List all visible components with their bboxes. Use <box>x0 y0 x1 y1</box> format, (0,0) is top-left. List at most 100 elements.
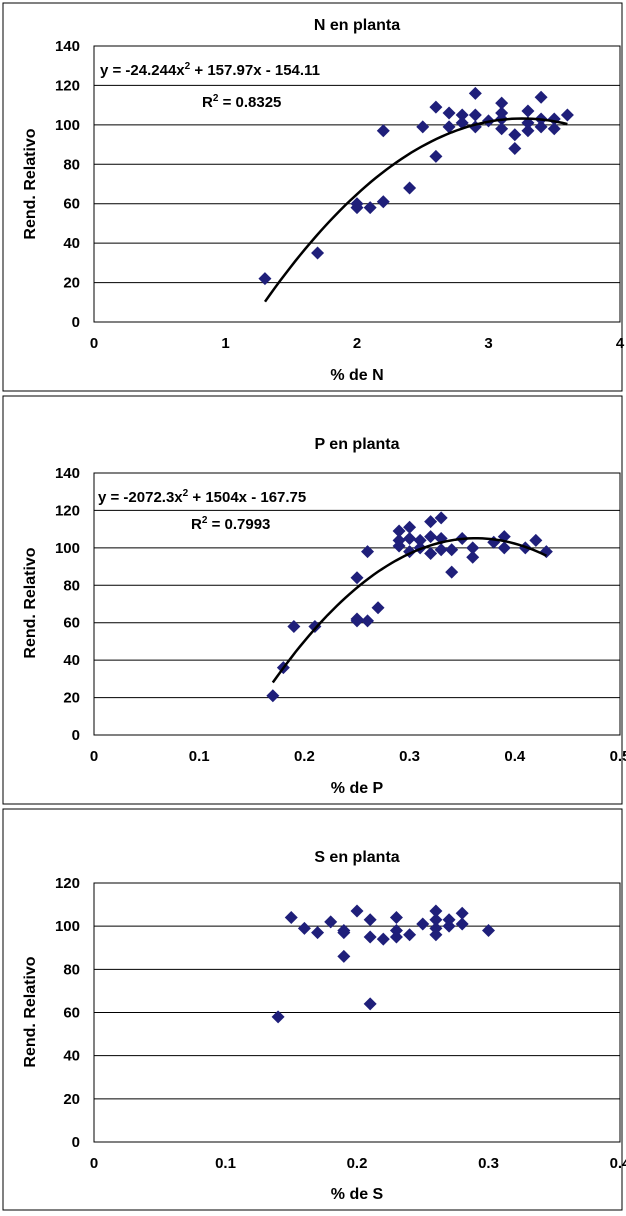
y-tick-label: 0 <box>72 727 80 744</box>
data-point <box>468 86 482 100</box>
tick-labels: 0 20 40 60 80 100 120 140 0 0.1 0.2 0.3 0.4 0.5 <box>55 465 626 765</box>
data-point <box>284 911 298 925</box>
data-point <box>442 106 456 120</box>
trend-r-squared: R2 = 0.8325 <box>202 93 281 111</box>
data-point <box>363 997 377 1011</box>
data-point <box>416 120 430 134</box>
tick-labels: 0 20 40 60 80 100 120 0 0.1 0.2 0.3 0.4 <box>55 875 626 1172</box>
equation-rest: + 157.97x - 154.11 <box>190 62 320 79</box>
y-tick-label: 0 <box>72 314 80 331</box>
y-tick-label: 80 <box>63 156 80 173</box>
y-tick-label: 120 <box>55 77 80 94</box>
data-point <box>424 515 438 529</box>
y-axis-label: Rend. Relativo <box>22 547 39 658</box>
y-tick-label: 60 <box>63 196 80 213</box>
data-point <box>442 120 456 134</box>
x-tick-label: 0.1 <box>189 748 210 765</box>
data-point <box>521 104 535 118</box>
data-point <box>337 949 351 963</box>
data-point <box>287 619 301 633</box>
data-point <box>424 530 438 544</box>
y-tick-label: 20 <box>63 275 80 292</box>
data-point <box>392 533 406 547</box>
r2-exponent: 2 <box>213 93 219 104</box>
y-tick-label: 80 <box>63 961 80 978</box>
data-point <box>416 917 430 931</box>
data-point <box>350 904 364 918</box>
x-tick-label: 0.2 <box>294 748 315 765</box>
data-point <box>429 913 443 927</box>
x-tick-label: 0.4 <box>610 1155 626 1172</box>
equation-main: y = -24.244x <box>100 62 185 79</box>
y-tick-label: 140 <box>55 465 80 482</box>
data-point <box>455 108 469 122</box>
y-tick-label: 100 <box>55 117 80 134</box>
y-tick-label: 20 <box>63 1091 80 1108</box>
data-point <box>324 915 338 929</box>
grid-lines <box>94 472 620 736</box>
data-point <box>560 108 574 122</box>
data-point <box>466 541 480 555</box>
data-point <box>495 96 509 110</box>
data-point <box>466 550 480 564</box>
data-point <box>337 923 351 937</box>
r2-label: R <box>191 516 202 533</box>
data-point <box>361 545 375 559</box>
data-point <box>429 149 443 163</box>
y-tick-label: 40 <box>63 652 80 669</box>
data-point <box>363 201 377 215</box>
chart-frame <box>2 2 623 392</box>
data-point <box>392 524 406 538</box>
x-tick-label: 0.3 <box>399 748 420 765</box>
data-point <box>311 246 325 260</box>
chart-s-en-planta: 0 20 40 60 80 100 120 0 0.1 0.2 0.3 0.4 S en planta… <box>2 808 626 1211</box>
data-point <box>442 913 456 927</box>
data-point <box>350 571 364 585</box>
y-tick-label: 80 <box>63 577 80 594</box>
chart-n-en-planta: 0 20 40 60 80 100 120 140 0 1 2 3 4 N en planta % de… <box>2 2 625 392</box>
trendline <box>263 117 568 303</box>
data-point <box>376 124 390 138</box>
data-point <box>534 90 548 104</box>
data-point <box>455 906 469 920</box>
x-axis-label: % de N <box>330 367 383 384</box>
data-point <box>376 932 390 946</box>
data-point <box>547 122 561 136</box>
data-point <box>434 543 448 557</box>
r2-label: R <box>202 94 213 111</box>
data-point <box>429 100 443 114</box>
data-point <box>495 122 509 136</box>
data-point <box>363 913 377 927</box>
chart-title: S en planta <box>314 849 399 866</box>
trendline <box>271 537 547 684</box>
data-point <box>534 120 548 134</box>
data-point <box>482 923 495 937</box>
data-point <box>403 532 417 545</box>
data-point <box>434 511 448 525</box>
data-point <box>361 614 375 628</box>
data-point <box>389 923 403 937</box>
data-point <box>429 921 443 935</box>
y-tick-label: 60 <box>63 615 80 632</box>
data-point <box>403 181 417 195</box>
grid-lines <box>94 882 620 1143</box>
data-point <box>445 565 459 579</box>
data-point <box>508 142 522 156</box>
data-point <box>403 928 417 942</box>
equation-main: y = -2072.3x <box>98 489 183 506</box>
data-point <box>308 619 322 633</box>
x-tick-label: 0 <box>90 335 98 352</box>
chart-p-en-planta: 0 20 40 60 80 100 120 140 0 0.1 0.2 0.3 0.4 0.5 P en … <box>2 395 626 805</box>
chart-frame <box>2 395 623 805</box>
grid-lines <box>94 45 620 323</box>
y-tick-label: 100 <box>55 540 80 557</box>
y-tick-label: 60 <box>63 1005 80 1022</box>
trend-equation: y = -24.244x2 + 157.97x - 154.11 <box>100 61 320 79</box>
x-tick-label: 4 <box>616 335 625 352</box>
data-point <box>371 601 385 615</box>
data-point <box>413 533 427 547</box>
data-point <box>350 197 364 211</box>
data-point <box>497 541 511 555</box>
data-point <box>389 911 403 925</box>
y-axis-label: Rend. Relativo <box>22 956 39 1067</box>
